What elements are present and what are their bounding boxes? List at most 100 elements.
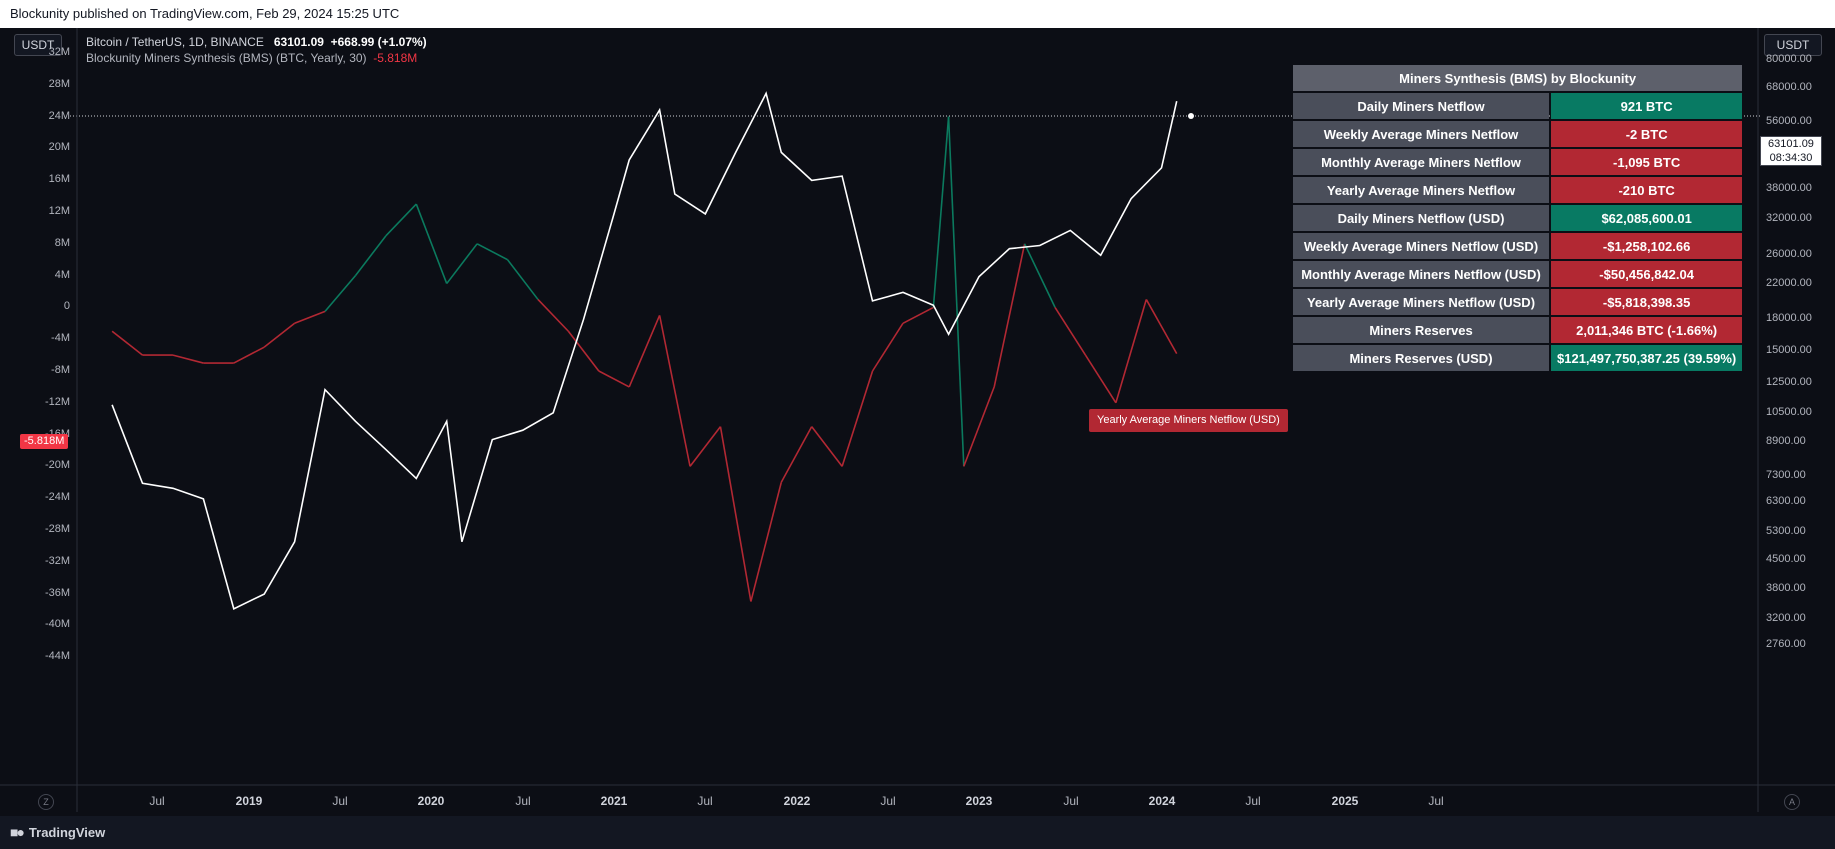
bms-segment [947, 116, 965, 467]
bms-segment [354, 235, 387, 277]
indicator-value-tag: -5.818M [20, 434, 69, 449]
bms-segment [415, 203, 448, 284]
indicator-title: Blockunity Miners Synthesis (BMS) (BTC, … [86, 51, 367, 65]
row-value: -$1,258,102.66 [1551, 233, 1743, 259]
table-row: Weekly Average Miners Netflow (USD) -$1,2… [1293, 233, 1743, 259]
row-label: Weekly Average Miners Netflow (USD) [1293, 233, 1549, 259]
publish-text: Blockunity published on TradingView.com,… [10, 6, 400, 21]
left-axis-tick: -28M [44, 523, 70, 535]
left-axis-tick: -40M [44, 618, 70, 631]
bms-segment [750, 482, 783, 602]
left-axis-tick: 16M [48, 173, 70, 186]
right-axis-tick: 3800.00 [1766, 582, 1806, 595]
row-value: -$50,456,842.04 [1551, 261, 1743, 287]
symbol-title: Bitcoin / TetherUS, 1D, BINANCE [86, 35, 264, 49]
left-axis-tick: -8M [51, 364, 70, 376]
zoom-button[interactable]: Z [38, 794, 54, 810]
bms-segment [902, 306, 934, 325]
publish-header: Blockunity published on TradingView.com,… [0, 0, 1835, 28]
netflow-annotation-label: Yearly Average Miners Netflow (USD) [1089, 409, 1288, 432]
left-axis-tick: 0 [63, 300, 70, 313]
time-axis-tick: Jul [880, 794, 896, 808]
row-value: $62,085,600.01 [1551, 205, 1743, 231]
table-row: Daily Miners Netflow 921 BTC [1293, 93, 1743, 119]
table-row: Yearly Average Miners Netflow -210 BTC [1293, 177, 1743, 203]
table-row: Monthly Average Miners Netflow -1,095 BTC [1293, 149, 1743, 175]
currency-button-right[interactable]: USDT [1764, 34, 1822, 56]
time-axis-tick: Jul [149, 794, 165, 808]
time-axis-tick: Jul [1428, 794, 1444, 808]
right-axis-tick: 5300.00 [1766, 524, 1806, 537]
left-axis-tick: -36M [44, 586, 70, 599]
chart-svg[interactable] [0, 28, 1835, 816]
right-axis-tick: 8900.00 [1766, 434, 1806, 447]
footer-bar: ■● TradingView [0, 816, 1835, 849]
row-label: Miners Reserves (USD) [1293, 345, 1549, 371]
bms-segment [658, 315, 691, 467]
time-axis-tick: Jul [697, 794, 713, 808]
chart-area[interactable]: USDT USDT Bitcoin / TetherUS, 1D, BINANC… [0, 28, 1835, 816]
right-axis-tick: 32000.00 [1766, 212, 1812, 225]
bms-segment [1084, 354, 1117, 404]
left-axis-tick: 28M [48, 77, 70, 90]
right-axis-tick: 38000.00 [1766, 182, 1812, 195]
left-axis-tick: -12M [44, 395, 70, 408]
right-axis-tick: 68000.00 [1766, 81, 1812, 94]
legend-price: 63101.09 [273, 35, 324, 49]
row-label: Monthly Average Miners Netflow [1293, 149, 1549, 175]
bms-segment [932, 116, 950, 308]
table-title: Miners Synthesis (BMS) by Blockunity [1293, 65, 1743, 91]
time-axis-tick: 2021 [600, 794, 628, 808]
left-axis-tick: 4M [54, 268, 70, 281]
bms-segment [993, 243, 1026, 388]
table-row: Daily Miners Netflow (USD) $62,085,600.01 [1293, 205, 1743, 231]
miners-synthesis-table: Miners Synthesis (BMS) by Blockunity Dai… [1291, 63, 1744, 373]
right-axis-tick: 7300.00 [1766, 468, 1806, 481]
row-label: Yearly Average Miners Netflow (USD) [1293, 289, 1549, 315]
time-axis-tick: 2022 [783, 794, 811, 808]
right-axis-tick: 18000.00 [1766, 312, 1812, 325]
bms-segment [1023, 243, 1056, 308]
bms-segment [719, 426, 752, 602]
bms-segment [172, 354, 204, 364]
bms-segment [233, 346, 265, 364]
bar-countdown: 08:34:30 [1769, 152, 1813, 164]
row-value: 921 BTC [1551, 93, 1743, 119]
row-label: Weekly Average Miners Netflow [1293, 121, 1549, 147]
bms-segment [628, 315, 661, 388]
bms-segment [780, 426, 813, 483]
left-axis-tick: -20M [44, 459, 70, 472]
bms-segment [324, 275, 357, 312]
right-axis-tick: 80000.00 [1766, 53, 1812, 65]
right-axis-tick: 2760.00 [1766, 638, 1806, 650]
right-axis-tick: 4500.00 [1766, 553, 1806, 566]
row-label: Yearly Average Miners Netflow [1293, 177, 1549, 203]
time-axis-tick: Jul [332, 794, 348, 808]
time-axis-tick: Jul [515, 794, 531, 808]
bms-segment [963, 386, 995, 467]
time-axis-tick: 2019 [235, 794, 263, 808]
bms-segment [689, 426, 722, 467]
left-axis-tick: 20M [48, 141, 70, 154]
last-price-value: 63101.09 [1768, 138, 1814, 150]
tradingview-icon: ■● [10, 824, 25, 840]
bms-segment [1115, 299, 1148, 404]
row-value: -210 BTC [1551, 177, 1743, 203]
time-axis-tick: Jul [1245, 794, 1261, 808]
auto-scale-button[interactable]: A [1784, 794, 1800, 810]
right-axis-tick: 10500.00 [1766, 405, 1812, 418]
left-axis-tick: 24M [48, 109, 70, 122]
row-value: -1,095 BTC [1551, 149, 1743, 175]
time-axis-tick: 2025 [1331, 794, 1359, 808]
bms-segment [811, 426, 843, 467]
legend-change: +668.99 (+1.07%) [330, 35, 427, 49]
right-axis-tick: 3200.00 [1766, 612, 1806, 625]
row-value: -$5,818,398.35 [1551, 289, 1743, 315]
currency-button-left[interactable]: USDT [14, 34, 62, 56]
price-line [111, 91, 1178, 610]
row-label: Daily Miners Netflow (USD) [1293, 205, 1549, 231]
time-axis-tick: 2024 [1148, 794, 1176, 808]
time-axis-tick: 2023 [965, 794, 993, 808]
bms-segment [111, 330, 144, 356]
tradingview-logo[interactable]: ■● TradingView [10, 824, 105, 840]
